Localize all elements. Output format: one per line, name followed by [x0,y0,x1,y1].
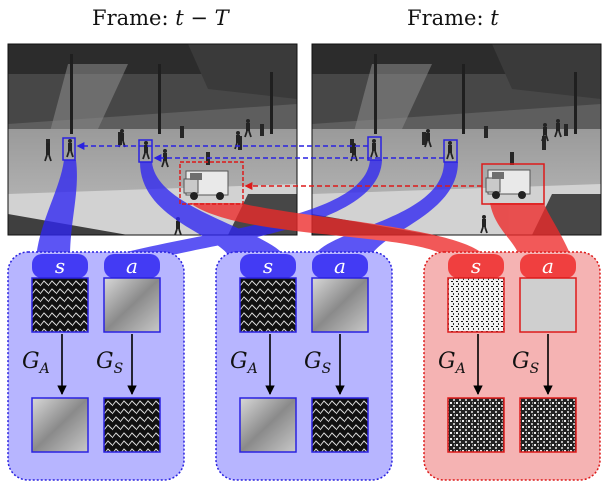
generator-label-ga: GA [438,349,466,377]
label-tab-s [448,254,504,278]
label-a: a [126,254,138,278]
structure-output-thumbnail [311,397,369,453]
label-tab-s [32,254,88,278]
label-tab-a [520,254,576,278]
appearance-output-thumbnail [239,397,297,453]
appearance-output-thumbnail [447,397,505,453]
generator-label-ga: GA [22,349,50,377]
structure-output-thumbnail [103,397,161,453]
structure-output-thumbnail [519,397,577,453]
structure-input-thumbnail [447,277,505,333]
frame-title-previous: Frame: t − T [92,6,229,30]
correspondence-arrows [76,142,482,190]
appearance-output-thumbnail [31,397,89,453]
ribbons [36,160,572,258]
ribbon-person-prev-s2 [140,162,286,258]
label-tab-s [240,254,296,278]
label-s: s [55,254,65,278]
appearance-input-thumbnail [311,277,369,333]
frame-title-current: Frame: t [407,6,499,30]
ribbon-vehicle-curr-a [490,203,572,258]
label-tab-a [312,254,368,278]
ribbon-vehicle-prev-s [190,203,486,258]
label-tab-a [104,254,160,278]
generator-label-gs: GS [304,349,331,377]
generator-group-person-curr: s a GA GS [215,251,393,481]
generator-label-gs: GS [512,349,539,377]
generator-label-ga: GA [230,349,258,377]
label-a: a [542,254,554,278]
appearance-input-thumbnail [519,277,577,333]
label-s: s [471,254,481,278]
generator-group-person-prev: s a GA GS [7,251,185,481]
generator-group-vehicle: s a GA GS [423,251,601,481]
label-a: a [334,254,346,278]
generator-label-gs: GS [96,349,123,377]
detection-boxes [62,136,545,205]
ribbon-person-prev-s [36,160,77,258]
structure-input-thumbnail [239,277,297,333]
appearance-input-thumbnail [103,277,161,333]
structure-input-thumbnail [31,277,89,333]
label-s: s [263,254,273,278]
